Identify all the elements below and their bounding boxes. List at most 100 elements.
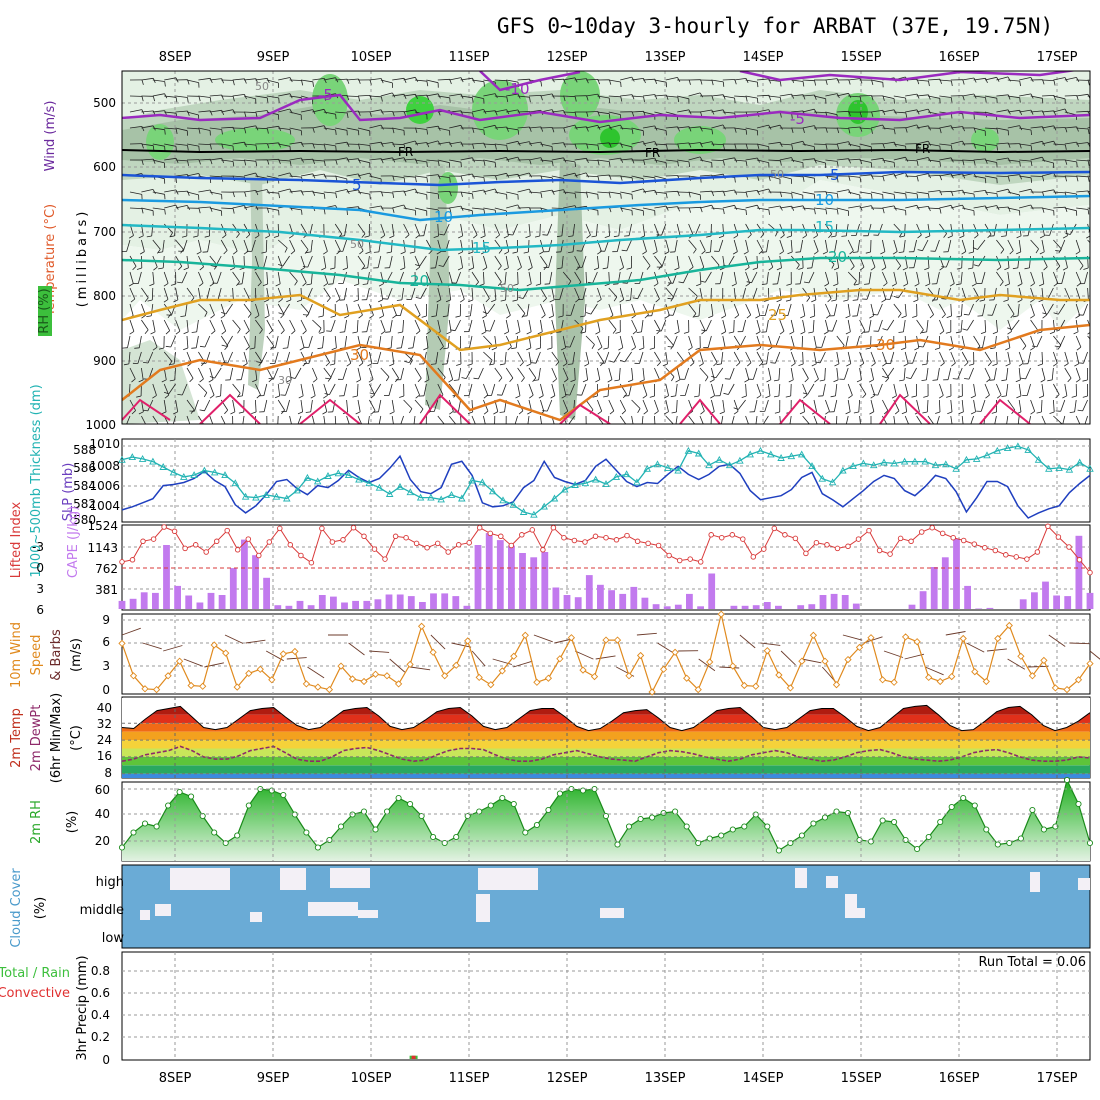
- wind-barb-flag: [1007, 94, 1011, 100]
- wind-barb-flag: [175, 97, 178, 103]
- wind-barb: [903, 239, 906, 252]
- wind-barb-flag: [989, 379, 995, 381]
- wind-barb-flag: [620, 81, 622, 88]
- thickness-marker: [1034, 455, 1043, 463]
- wind-barb: [733, 223, 739, 236]
- wind-barb-flag: [421, 428, 426, 429]
- wind-barb-flag: [973, 264, 979, 267]
- wind-barb-flag: [400, 267, 406, 271]
- wind-barb: [1019, 127, 1032, 131]
- temperature-band: [122, 773, 1090, 778]
- thickness-ticks: 588 586 584 582 580 1010 1008 1006 1004: [73, 437, 120, 527]
- wind-barb-flag: [369, 111, 372, 117]
- wind-barb: [937, 367, 940, 380]
- wind-barb: [624, 351, 632, 363]
- wind-barb-flag: [791, 206, 795, 211]
- wind-barb: [471, 207, 484, 210]
- wind-barb: [802, 303, 806, 316]
- lifted-index-point: [603, 534, 609, 541]
- wind-barb: [392, 127, 405, 131]
- wind-barb: [973, 95, 986, 98]
- wind-barb-flag: [128, 283, 134, 287]
- wind-barb-flag: [701, 250, 706, 255]
- wind-barb: [707, 335, 712, 348]
- wind-barb-flag: [972, 247, 978, 250]
- lifted-index-point: [592, 533, 599, 540]
- wind-barb: [335, 111, 348, 114]
- wind-barb-flag: [802, 176, 805, 182]
- wind-barb-flag: [761, 363, 767, 365]
- wind-barb: [620, 94, 633, 97]
- wind-barb-flag: [143, 362, 149, 364]
- wind-barb-flag: [637, 428, 642, 429]
- wind-barb: [342, 367, 347, 380]
- cape-bar: [485, 533, 493, 609]
- wind-barb: [1087, 239, 1090, 244]
- wind-barb: [665, 190, 678, 193]
- wind-speed-point: [533, 678, 541, 686]
- wind-barb: [357, 399, 361, 412]
- wind-barb: [186, 335, 189, 349]
- wind-barb: [654, 143, 667, 146]
- wind-barb: [175, 143, 188, 146]
- wind-barb-flag: [564, 394, 570, 396]
- wind-barb: [1053, 335, 1062, 346]
- wind-barb: [357, 239, 364, 251]
- wind-barb: [277, 271, 281, 284]
- wind-barb-flag: [766, 379, 772, 383]
- wind-speed-point: [429, 648, 437, 656]
- wind-barb-flag: [905, 97, 907, 103]
- wind-barb-flag: [723, 160, 725, 166]
- wind-barb: [859, 319, 866, 331]
- wind-barb-flag: [1004, 283, 1010, 287]
- wind-barb: [460, 111, 473, 114]
- wind-barb: [639, 351, 644, 364]
- wind-barb: [683, 271, 689, 283]
- wind-barb-flag: [523, 428, 528, 429]
- wind-barb: [204, 399, 211, 411]
- wind-barb-flag: [430, 363, 436, 365]
- wind-barb-flag: [318, 328, 322, 333]
- wind-barb: [129, 319, 135, 332]
- wind-barb: [676, 399, 678, 413]
- thickness-marker: [890, 459, 899, 467]
- wind-barb-flag: [530, 362, 537, 364]
- wind-barb-flag: [1076, 141, 1080, 147]
- wind-barb-flag: [962, 95, 965, 101]
- thickness-marker: [921, 457, 929, 465]
- wind-barb: [620, 175, 633, 179]
- wind-barb: [346, 127, 359, 131]
- wind-barb: [278, 93, 291, 97]
- wind-barb: [994, 415, 997, 424]
- wind-barb-flag: [123, 363, 129, 366]
- wind-barb-flag: [190, 409, 195, 414]
- wind-barb: [443, 223, 450, 236]
- wind-barb: [334, 351, 336, 365]
- wind-barb-flag: [796, 264, 800, 270]
- wind-barb-flag: [859, 177, 862, 183]
- wind-barb: [904, 383, 909, 396]
- wind-speed-point: [786, 684, 795, 692]
- wind-barb: [312, 159, 325, 162]
- wind-barb: [620, 207, 633, 211]
- wind-barb-flag: [164, 394, 170, 399]
- rh-point: [188, 793, 195, 800]
- wind-barb-flag: [472, 193, 474, 199]
- wind-barb: [517, 399, 524, 411]
- wind-barb: [762, 415, 769, 424]
- wind-barb-flag: [209, 282, 215, 287]
- wind-barb-flag: [637, 408, 641, 414]
- wind-barb-flag: [941, 266, 947, 268]
- wind-barb-flag: [903, 283, 908, 287]
- wind-barb-flag: [763, 299, 770, 302]
- wind-barb: [825, 223, 833, 235]
- lifted-index-point: [340, 537, 346, 543]
- wind-barb-flag: [1049, 411, 1055, 414]
- wind-barb: [312, 415, 315, 424]
- wind-barb: [323, 239, 328, 252]
- wind-barb-flag: [472, 143, 475, 150]
- wind-barb-flag: [504, 251, 509, 255]
- wind-barb-flag: [779, 205, 783, 211]
- cape-bar: [430, 593, 437, 609]
- wind-barb: [836, 271, 839, 284]
